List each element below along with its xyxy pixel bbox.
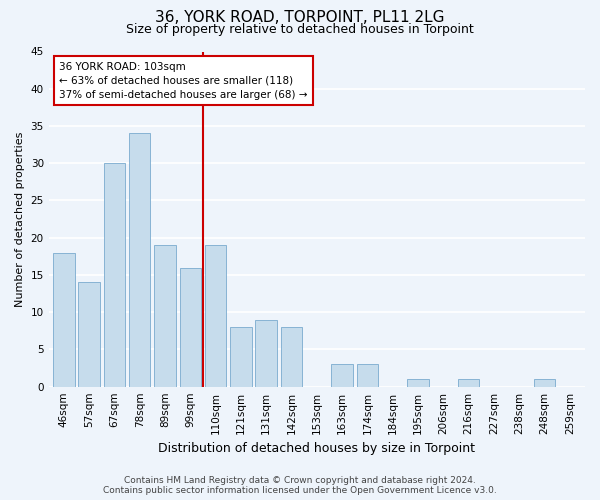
Bar: [79, 282, 100, 387]
Bar: [458, 379, 479, 386]
Bar: [256, 320, 277, 386]
Text: Size of property relative to detached houses in Torpoint: Size of property relative to detached ho…: [126, 22, 474, 36]
Bar: [104, 163, 125, 386]
Bar: [281, 327, 302, 386]
Bar: [230, 327, 251, 386]
Bar: [205, 245, 226, 386]
Y-axis label: Number of detached properties: Number of detached properties: [15, 132, 25, 307]
Text: 36 YORK ROAD: 103sqm
← 63% of detached houses are smaller (118)
37% of semi-deta: 36 YORK ROAD: 103sqm ← 63% of detached h…: [59, 62, 308, 100]
Bar: [154, 245, 176, 386]
Bar: [179, 268, 201, 386]
Text: Contains HM Land Registry data © Crown copyright and database right 2024.
Contai: Contains HM Land Registry data © Crown c…: [103, 476, 497, 495]
Bar: [356, 364, 378, 386]
Bar: [407, 379, 429, 386]
Text: 36, YORK ROAD, TORPOINT, PL11 2LG: 36, YORK ROAD, TORPOINT, PL11 2LG: [155, 10, 445, 25]
X-axis label: Distribution of detached houses by size in Torpoint: Distribution of detached houses by size …: [158, 442, 475, 455]
Bar: [53, 252, 74, 386]
Bar: [129, 134, 151, 386]
Bar: [534, 379, 555, 386]
Bar: [331, 364, 353, 386]
